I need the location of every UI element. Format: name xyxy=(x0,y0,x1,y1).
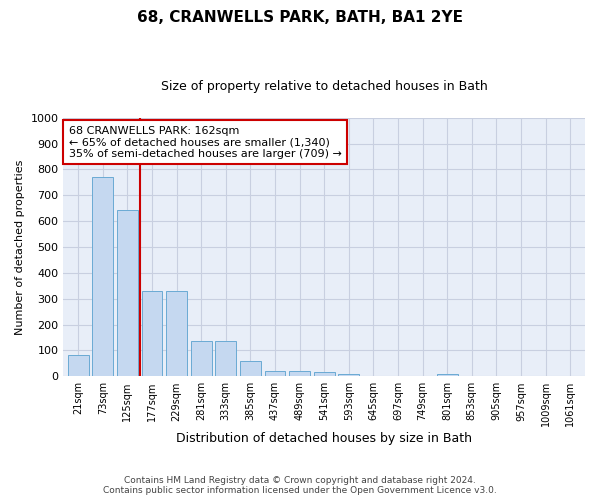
Bar xyxy=(338,374,359,376)
Bar xyxy=(142,291,163,376)
Bar xyxy=(191,342,212,376)
Text: 68, CRANWELLS PARK, BATH, BA1 2YE: 68, CRANWELLS PARK, BATH, BA1 2YE xyxy=(137,10,463,25)
Bar xyxy=(166,291,187,376)
Bar xyxy=(314,372,335,376)
Bar xyxy=(215,342,236,376)
Bar xyxy=(68,355,89,376)
Bar xyxy=(92,177,113,376)
Text: 68 CRANWELLS PARK: 162sqm
← 65% of detached houses are smaller (1,340)
35% of se: 68 CRANWELLS PARK: 162sqm ← 65% of detac… xyxy=(68,126,341,158)
Title: Size of property relative to detached houses in Bath: Size of property relative to detached ho… xyxy=(161,80,488,93)
Text: Contains HM Land Registry data © Crown copyright and database right 2024.
Contai: Contains HM Land Registry data © Crown c… xyxy=(103,476,497,495)
Y-axis label: Number of detached properties: Number of detached properties xyxy=(15,160,25,334)
Bar xyxy=(437,374,458,376)
Bar xyxy=(289,370,310,376)
X-axis label: Distribution of detached houses by size in Bath: Distribution of detached houses by size … xyxy=(176,432,472,445)
Bar xyxy=(240,361,261,376)
Bar xyxy=(265,370,286,376)
Bar xyxy=(117,210,138,376)
